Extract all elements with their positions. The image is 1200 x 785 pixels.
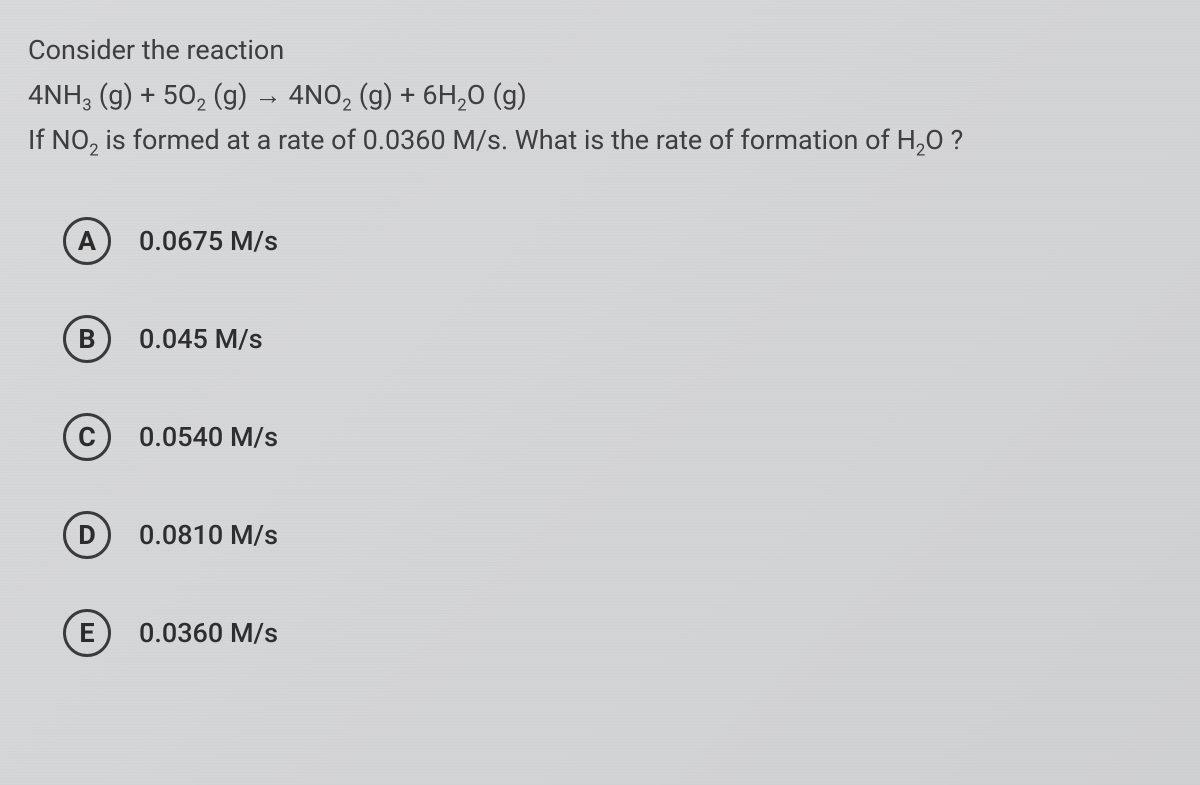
option-label-a: 0.0675 M/s [139, 225, 278, 257]
option-letter-d: D [63, 511, 111, 559]
option-letter-c: C [63, 413, 111, 461]
question-line-3: If NO2 is formed at a rate of 0.0360 M/s… [28, 120, 1172, 162]
option-d[interactable]: D 0.0810 M/s [63, 511, 1172, 559]
option-a[interactable]: A 0.0675 M/s [63, 217, 1172, 265]
option-label-e: 0.0360 M/s [139, 617, 278, 649]
options-list: A 0.0675 M/s B 0.045 M/s C 0.0540 M/s D … [28, 217, 1172, 657]
question-equation: 4NH3 (g) + 5O2 (g) → 4NO2 (g) + 6H2O (g) [28, 75, 1172, 117]
option-label-c: 0.0540 M/s [139, 421, 278, 453]
question-text: Consider the reaction 4NH3 (g) + 5O2 (g)… [28, 30, 1172, 162]
option-label-d: 0.0810 M/s [139, 519, 278, 551]
option-letter-b: B [63, 315, 111, 363]
option-letter-e: E [63, 609, 111, 657]
option-label-b: 0.045 M/s [139, 323, 263, 355]
question-block: Consider the reaction 4NH3 (g) + 5O2 (g)… [28, 30, 1172, 657]
option-b[interactable]: B 0.045 M/s [63, 315, 1172, 363]
option-c[interactable]: C 0.0540 M/s [63, 413, 1172, 461]
question-line-1: Consider the reaction [28, 30, 1172, 72]
option-letter-a: A [63, 217, 111, 265]
option-e[interactable]: E 0.0360 M/s [63, 609, 1172, 657]
